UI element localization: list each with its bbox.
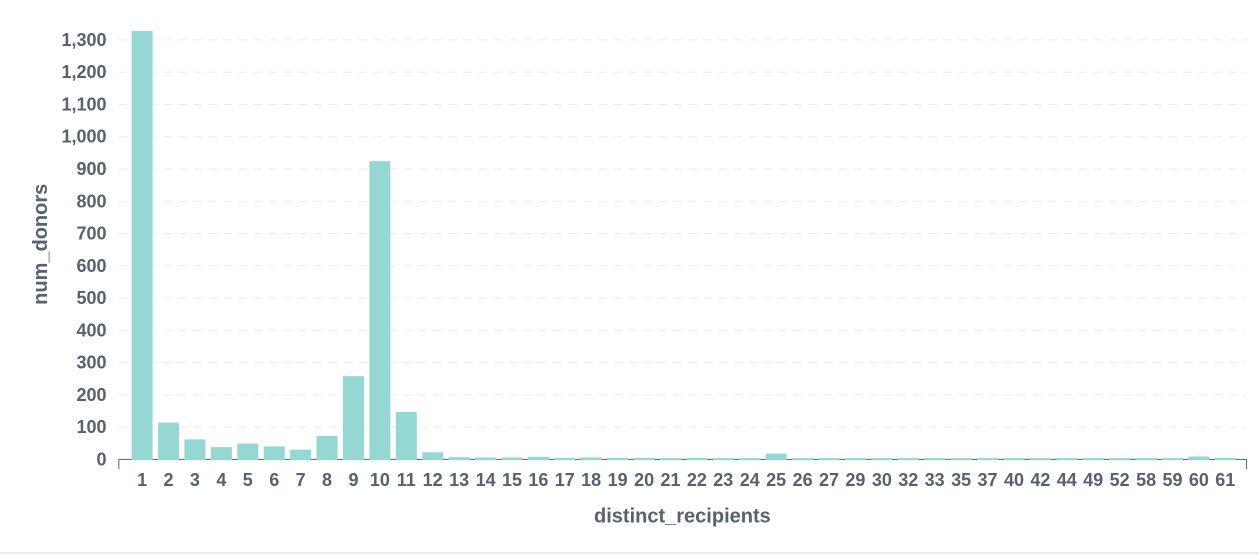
svg-text:30: 30 — [872, 470, 892, 490]
svg-text:26: 26 — [793, 470, 813, 490]
svg-text:16: 16 — [528, 470, 548, 490]
svg-text:700: 700 — [76, 224, 106, 244]
svg-text:400: 400 — [76, 320, 106, 340]
svg-text:1: 1 — [137, 470, 147, 490]
svg-text:14: 14 — [476, 470, 496, 490]
svg-text:60: 60 — [1189, 470, 1209, 490]
svg-text:21: 21 — [660, 470, 680, 490]
svg-text:27: 27 — [819, 470, 839, 490]
svg-text:44: 44 — [1057, 470, 1077, 490]
svg-text:200: 200 — [76, 385, 106, 405]
svg-text:4: 4 — [216, 470, 226, 490]
svg-text:2: 2 — [163, 470, 173, 490]
svg-text:11: 11 — [397, 470, 416, 490]
svg-text:1,300: 1,300 — [61, 30, 106, 50]
svg-text:35: 35 — [951, 470, 971, 490]
svg-text:7: 7 — [296, 470, 306, 490]
svg-text:10: 10 — [370, 470, 390, 490]
svg-text:32: 32 — [898, 470, 918, 490]
svg-text:500: 500 — [76, 288, 106, 308]
svg-text:6: 6 — [269, 470, 279, 490]
svg-text:distinct_recipients: distinct_recipients — [594, 505, 771, 527]
svg-text:0: 0 — [96, 449, 106, 469]
svg-text:12: 12 — [423, 470, 443, 490]
svg-text:3: 3 — [190, 470, 200, 490]
svg-text:17: 17 — [555, 470, 575, 490]
svg-text:5: 5 — [243, 470, 253, 490]
svg-text:1,100: 1,100 — [61, 95, 106, 115]
svg-text:37: 37 — [977, 470, 997, 490]
svg-text:800: 800 — [76, 191, 106, 211]
svg-text:8: 8 — [322, 470, 332, 490]
svg-text:33: 33 — [925, 470, 945, 490]
svg-text:100: 100 — [76, 417, 106, 437]
svg-text:9: 9 — [348, 470, 358, 490]
svg-text:59: 59 — [1162, 470, 1182, 490]
svg-text:61: 61 — [1215, 470, 1235, 490]
svg-text:29: 29 — [845, 470, 865, 490]
svg-text:900: 900 — [76, 159, 106, 179]
svg-text:1,200: 1,200 — [61, 62, 106, 82]
svg-text:13: 13 — [449, 470, 469, 490]
svg-text:600: 600 — [76, 256, 106, 276]
svg-text:23: 23 — [713, 470, 733, 490]
svg-text:19: 19 — [608, 470, 628, 490]
svg-text:15: 15 — [502, 470, 522, 490]
svg-text:22: 22 — [687, 470, 707, 490]
svg-text:300: 300 — [76, 353, 106, 373]
svg-text:49: 49 — [1083, 470, 1103, 490]
svg-text:58: 58 — [1136, 470, 1156, 490]
svg-text:18: 18 — [581, 470, 601, 490]
svg-text:25: 25 — [766, 470, 786, 490]
svg-text:40: 40 — [1004, 470, 1024, 490]
svg-text:20: 20 — [634, 470, 654, 490]
svg-text:num_donors: num_donors — [30, 184, 52, 305]
svg-text:42: 42 — [1030, 470, 1050, 490]
svg-text:1,000: 1,000 — [61, 127, 106, 147]
svg-text:24: 24 — [740, 470, 760, 490]
svg-text:52: 52 — [1110, 470, 1130, 490]
